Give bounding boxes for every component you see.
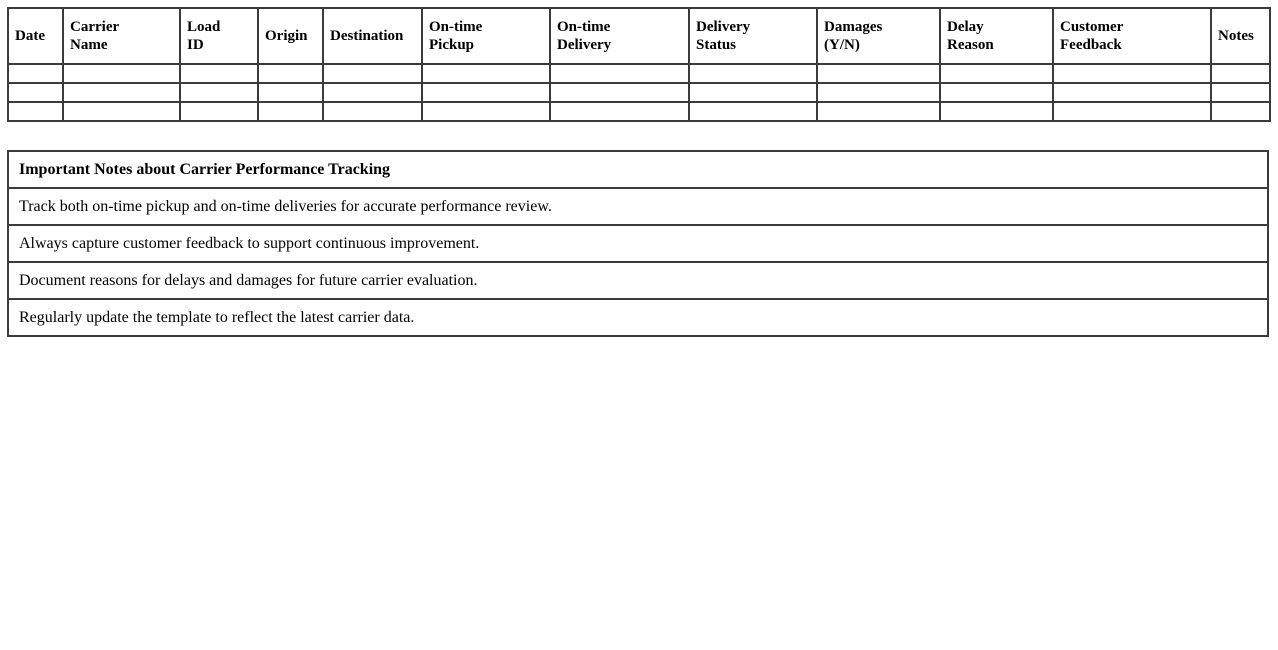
column-header-ontime-delivery: On-time Delivery bbox=[549, 7, 690, 65]
column-header-ontime-pickup: On-time Pickup bbox=[421, 7, 551, 65]
table-row bbox=[7, 101, 1271, 122]
notes-title: Important Notes about Carrier Performanc… bbox=[7, 150, 1269, 189]
empty-cell bbox=[1210, 101, 1271, 122]
empty-cell bbox=[62, 82, 181, 103]
column-header-customer-feedback: Customer Feedback bbox=[1052, 7, 1212, 65]
empty-cell bbox=[816, 101, 941, 122]
empty-cell bbox=[7, 63, 64, 84]
empty-cell bbox=[1210, 63, 1271, 84]
column-header-date: Date bbox=[7, 7, 64, 65]
table-row bbox=[7, 82, 1271, 103]
column-header-notes: Notes bbox=[1210, 7, 1271, 65]
empty-cell bbox=[62, 101, 181, 122]
column-header-delay-reason: Delay Reason bbox=[939, 7, 1054, 65]
empty-cell bbox=[421, 101, 551, 122]
empty-cell bbox=[816, 82, 941, 103]
empty-cell bbox=[549, 82, 690, 103]
empty-cell bbox=[179, 63, 259, 84]
empty-cell bbox=[421, 82, 551, 103]
note-text: Document reasons for delays and damages … bbox=[7, 261, 1269, 300]
empty-cell bbox=[179, 101, 259, 122]
important-notes-table: Important Notes about Carrier Performanc… bbox=[7, 150, 1269, 337]
carrier-performance-table: Date Carrier Name Load ID Origin Destina… bbox=[7, 7, 1271, 122]
empty-cell bbox=[62, 63, 181, 84]
note-row: Regularly update the template to reflect… bbox=[7, 298, 1269, 337]
empty-cell bbox=[1052, 63, 1212, 84]
column-header-load-id: Load ID bbox=[179, 7, 259, 65]
empty-cell bbox=[816, 63, 941, 84]
empty-cell bbox=[939, 101, 1054, 122]
note-row: Document reasons for delays and damages … bbox=[7, 261, 1269, 300]
note-text: Always capture customer feedback to supp… bbox=[7, 224, 1269, 263]
column-header-carrier-name: Carrier Name bbox=[62, 7, 181, 65]
table-row bbox=[7, 63, 1271, 84]
empty-cell bbox=[939, 63, 1054, 84]
empty-cell bbox=[257, 63, 324, 84]
empty-cell bbox=[1052, 101, 1212, 122]
empty-cell bbox=[322, 82, 423, 103]
note-row: Track both on-time pickup and on-time de… bbox=[7, 187, 1269, 226]
empty-cell bbox=[549, 63, 690, 84]
empty-cell bbox=[257, 82, 324, 103]
empty-cell bbox=[7, 101, 64, 122]
empty-cell bbox=[322, 63, 423, 84]
column-header-origin: Origin bbox=[257, 7, 324, 65]
note-row: Always capture customer feedback to supp… bbox=[7, 224, 1269, 263]
empty-cell bbox=[179, 82, 259, 103]
header-row: Date Carrier Name Load ID Origin Destina… bbox=[7, 7, 1271, 65]
empty-cell bbox=[7, 82, 64, 103]
column-header-damages: Damages (Y/N) bbox=[816, 7, 941, 65]
empty-cell bbox=[1210, 82, 1271, 103]
empty-cell bbox=[257, 101, 324, 122]
empty-cell bbox=[421, 63, 551, 84]
empty-cell bbox=[939, 82, 1054, 103]
empty-cell bbox=[322, 101, 423, 122]
column-header-destination: Destination bbox=[322, 7, 423, 65]
empty-cell bbox=[549, 101, 690, 122]
note-text: Track both on-time pickup and on-time de… bbox=[7, 187, 1269, 226]
empty-cell bbox=[1052, 82, 1212, 103]
note-text: Regularly update the template to reflect… bbox=[7, 298, 1269, 337]
empty-cell bbox=[688, 82, 818, 103]
empty-cell bbox=[688, 63, 818, 84]
notes-title-row: Important Notes about Carrier Performanc… bbox=[7, 150, 1269, 189]
empty-cell bbox=[688, 101, 818, 122]
empty-rows-body bbox=[7, 63, 1271, 122]
column-header-delivery-status: Delivery Status bbox=[688, 7, 818, 65]
